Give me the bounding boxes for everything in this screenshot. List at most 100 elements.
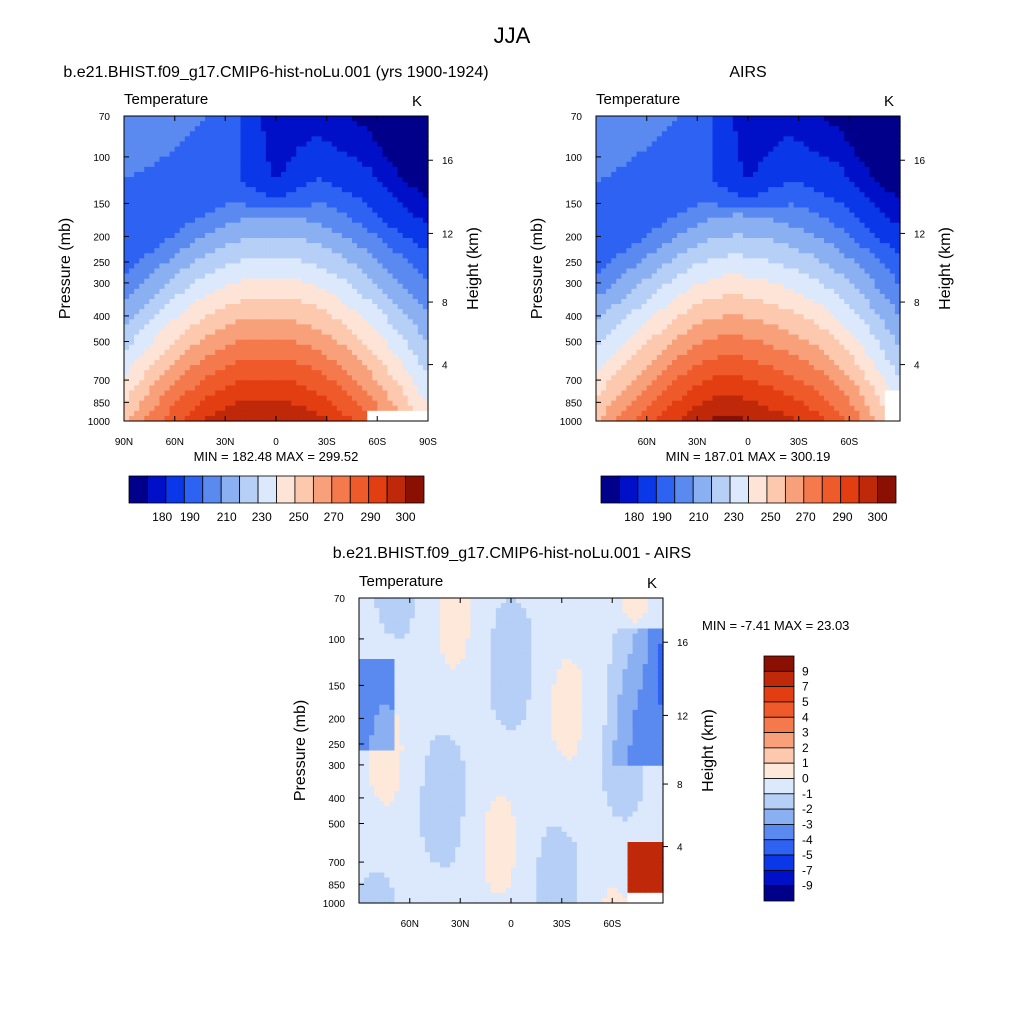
panel-model-temperature: b.e21.BHIST.f09_g17.CMIP6-hist-noLu.001 … [57,64,489,524]
x-tick-label: 60N [166,437,184,448]
colorbar-swatch [763,839,795,856]
colorbar-swatch [220,475,241,504]
colorbar-tick-label: -5 [802,848,813,862]
colorbar-swatch [763,869,795,887]
x-tick-label: 90N [115,437,133,448]
colorbar-tick-label: 190 [652,510,672,524]
colorbar-swatch [766,475,786,504]
colorbar-tick-label: 210 [689,510,709,524]
colorbar-tick-label: 7 [802,680,809,694]
y-tick-label: 150 [93,199,110,210]
y2-tick-label: 8 [914,298,920,309]
y2-tick-label: 16 [442,156,454,167]
colorbar-swatch [840,475,860,504]
colorbar-swatch [165,475,185,504]
colorbar-swatch [729,475,749,504]
y2-tick-label: 4 [914,361,920,372]
y-tick-label: 300 [328,761,345,772]
contour-field [596,116,901,422]
colorbar-swatch [748,475,768,504]
unit-label: K [647,575,657,592]
min-max-label: MIN = 182.48 MAX = 299.52 [194,449,359,464]
colorbar-swatch [763,716,795,733]
colorbar-tick-label: 250 [761,510,781,524]
colorbar-tick-label: -4 [802,833,813,847]
colorbar-swatch [368,475,388,504]
colorbar-swatch [711,475,731,504]
y-tick-label: 70 [99,112,111,123]
colorbar-swatch [674,475,694,504]
colorbar-tick-label: 230 [252,510,272,524]
y-tick-label: 700 [328,858,345,869]
x-tick-label: 0 [745,437,751,448]
y-tick-label: 250 [93,258,110,269]
y-tick-label: 70 [334,594,346,605]
temperature-label: Temperature [124,91,208,108]
colorbar-swatch [763,762,795,779]
colorbar-tick-label: 190 [180,510,200,524]
colorbar-swatch [202,475,222,504]
y-tick-label: 1000 [560,417,583,428]
y-tick-label: 1000 [88,417,111,428]
y2-axis-label: Height (km) [937,227,954,310]
colorbar-swatch [257,475,277,504]
x-tick-label: 0 [273,437,279,448]
contour-field [124,116,429,422]
panel-title: b.e21.BHIST.f09_g17.CMIP6-hist-noLu.001 … [63,64,488,81]
x-tick-label: 30N [216,437,234,448]
colorbar-tick-label: 210 [217,510,237,524]
colorbar-tick-label: 5 [802,695,809,709]
y-axis-label: Pressure (mb) [529,218,546,319]
y2-tick-label: 8 [442,298,448,309]
unit-label: K [884,93,894,110]
colorbar-swatch [763,701,795,718]
x-tick-label: 60S [840,437,858,448]
x-tick-label: 60S [603,919,621,930]
panel-difference-temperature: b.e21.BHIST.f09_g17.CMIP6-hist-noLu.001 … [292,545,849,930]
colorbar-tick-label: -1 [802,787,813,801]
y-tick-label: 500 [328,820,345,831]
min-max-label: MIN = -7.41 MAX = 23.03 [702,618,849,633]
x-tick-label: 30S [318,437,336,448]
y-tick-label: 70 [571,112,583,123]
colorbar-swatch [763,824,795,841]
colorbar-swatch [349,475,370,504]
colorbar-swatch [405,475,425,504]
colorbar: 180 190 210 230 250 270 290 300 [128,475,425,524]
colorbar-swatch [803,475,823,504]
panel-airs-temperature: AIRS Temperature K 70 100 150 200 250 300 400 500 7… [529,64,954,524]
y-tick-label: 100 [328,635,345,646]
colorbar-swatch [183,475,204,504]
temperature-label: Temperature [596,91,680,108]
colorbar-swatch [763,686,795,703]
x-tick-label: 30S [553,919,571,930]
colorbar-tick-label: -7 [802,863,813,877]
contour-field [359,598,664,904]
colorbar-tick-label: 3 [802,726,809,740]
x-tick-label: 0 [508,919,514,930]
y2-axis-label: Height (km) [700,709,717,792]
colorbar-tick-label: 180 [152,510,172,524]
x-tick-label: 90S [419,437,437,448]
y-tick-label: 850 [328,880,345,891]
colorbar-swatch [763,854,795,871]
colorbar-swatch [784,475,805,504]
colorbar-swatch [619,475,639,504]
y-tick-label: 250 [565,258,582,269]
y-tick-label: 850 [565,398,582,409]
y-tick-label: 500 [565,338,582,349]
y-tick-label: 200 [565,232,582,243]
colorbar-swatch [763,670,795,688]
colorbar-swatch [692,475,713,504]
y-tick-label: 400 [565,312,582,323]
colorbar-swatch [386,475,406,504]
y2-axis-label: Height (km) [465,227,482,310]
colorbar-tick-label: 300 [868,510,888,524]
y-tick-label: 250 [328,740,345,751]
y-tick-label: 200 [328,714,345,725]
colorbar-swatch [276,475,296,504]
y-tick-label: 100 [93,153,110,164]
colorbar-swatch [600,475,620,504]
colorbar-swatch [294,475,314,504]
y-tick-label: 150 [328,681,345,692]
